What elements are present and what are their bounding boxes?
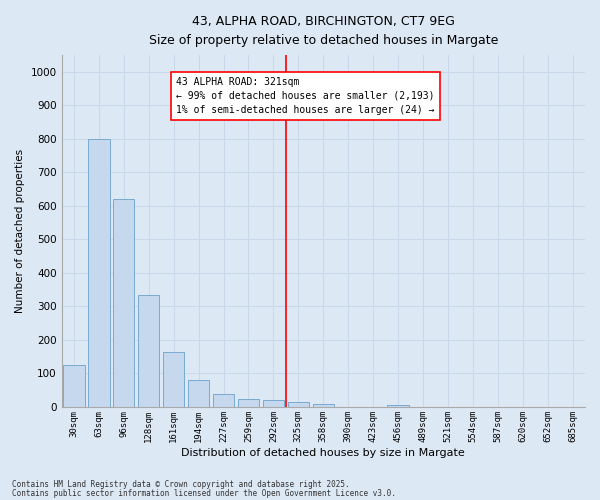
Bar — [238, 398, 259, 407]
Bar — [138, 294, 160, 407]
Bar — [113, 199, 134, 407]
Bar — [64, 365, 85, 407]
Bar — [288, 402, 309, 407]
Text: Contains public sector information licensed under the Open Government Licence v3: Contains public sector information licen… — [12, 488, 396, 498]
Text: 43 ALPHA ROAD: 321sqm
← 99% of detached houses are smaller (2,193)
1% of semi-de: 43 ALPHA ROAD: 321sqm ← 99% of detached … — [176, 77, 435, 115]
Bar — [263, 400, 284, 407]
Bar — [313, 404, 334, 407]
Bar — [163, 352, 184, 407]
Y-axis label: Number of detached properties: Number of detached properties — [15, 149, 25, 313]
Bar — [88, 139, 110, 407]
Bar — [188, 380, 209, 407]
Bar — [388, 405, 409, 407]
Title: 43, ALPHA ROAD, BIRCHINGTON, CT7 9EG
Size of property relative to detached house: 43, ALPHA ROAD, BIRCHINGTON, CT7 9EG Siz… — [149, 15, 498, 47]
Bar — [213, 394, 234, 407]
X-axis label: Distribution of detached houses by size in Margate: Distribution of detached houses by size … — [181, 448, 465, 458]
Text: Contains HM Land Registry data © Crown copyright and database right 2025.: Contains HM Land Registry data © Crown c… — [12, 480, 350, 489]
